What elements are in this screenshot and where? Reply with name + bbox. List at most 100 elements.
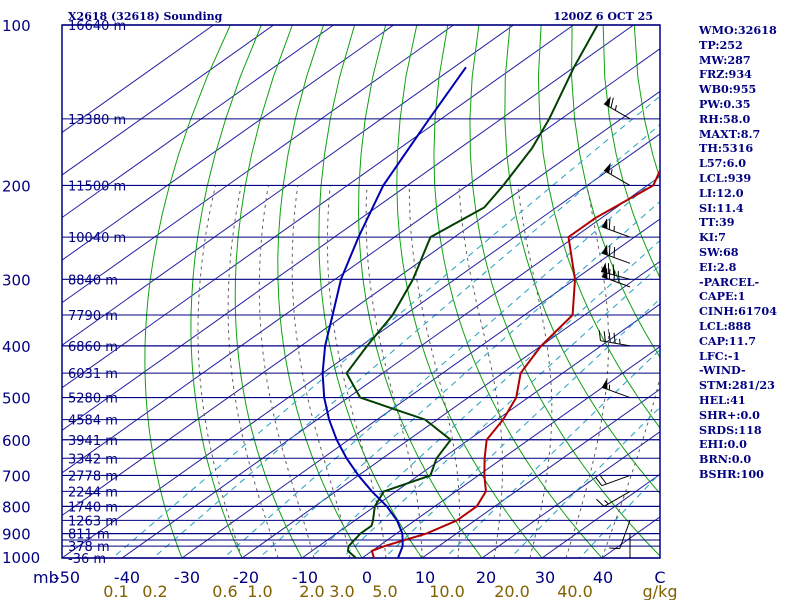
mixing-ratio-tick-label: 0.1 <box>103 582 128 600</box>
stat-item: CAPE:1 <box>699 289 746 304</box>
mixing-ratio-line <box>309 239 660 558</box>
wind-barb <box>609 520 631 550</box>
moist-adiabat <box>565 185 610 558</box>
dry-adiabat <box>433 25 603 558</box>
mixing-ratio-tick-label: 40.0 <box>557 582 593 600</box>
stat-item: LFC:-1 <box>699 348 741 363</box>
pressure-label: 600 <box>2 432 31 450</box>
isotherm-line <box>62 90 660 517</box>
height-label: 7790 m <box>68 309 118 324</box>
mixing-ratio-tick-label: 2.0 <box>299 582 324 600</box>
wind-barb <box>603 96 631 120</box>
wind-barb <box>596 490 631 507</box>
mixing-ratio-tick-label: 0.2 <box>142 582 167 600</box>
temperature-tick-label: 0 <box>362 568 372 587</box>
wind-barb <box>595 474 631 487</box>
mixing-ratio-line <box>383 298 660 558</box>
stat-item: MW:287 <box>699 52 751 67</box>
mixing-ratio-line <box>152 124 660 558</box>
temperature-tick-label: -40 <box>114 568 140 587</box>
stat-item: L57:6.0 <box>699 156 747 171</box>
isotherm-line <box>62 25 214 134</box>
stat-item: CINH:61704 <box>699 304 777 319</box>
dry-adiabat <box>537 25 660 429</box>
height-label: 16640 m <box>68 19 126 34</box>
mixing-ratio-tick-label: 20.0 <box>494 582 530 600</box>
height-label: 3941 m <box>68 434 118 449</box>
moist-adiabat <box>227 185 279 558</box>
temperature-tick-label: -30 <box>174 568 200 587</box>
height-label: 6031 m <box>68 367 118 382</box>
mixing-ratio-tick-label: 10.0 <box>429 582 465 600</box>
moist-adiabat <box>291 185 351 558</box>
pressure-label: 1000 <box>2 549 40 567</box>
mixing-ratio-line <box>444 348 660 558</box>
wind-barb <box>603 162 631 186</box>
temperature-tick-label: -50 <box>54 568 80 587</box>
dry-adiabat <box>396 25 543 558</box>
mixing-ratio-lines <box>111 95 660 558</box>
height-label: 5280 m <box>68 392 118 407</box>
temperature-tick-label: 40 <box>593 568 613 587</box>
stat-item: HEL:41 <box>699 392 746 407</box>
dewpoint-profile <box>345 25 599 558</box>
height-label: 1740 m <box>68 500 118 515</box>
isotherm-line <box>481 431 660 558</box>
sounding-time: 1200Z 6 OCT 25 <box>553 10 653 23</box>
height-label: -36 m <box>68 552 106 567</box>
stat-item: SHR+:0.0 <box>699 407 760 422</box>
isotherm-line <box>62 25 634 431</box>
height-label: 811 m <box>68 528 110 543</box>
height-label: 11500 m <box>68 179 126 194</box>
stat-item: EHI:0.0 <box>699 437 747 452</box>
stat-item: LI:12.0 <box>699 185 744 200</box>
isotherm-line <box>62 25 274 176</box>
stat-item: BRN:0.0 <box>699 452 752 467</box>
temperature-tick-label: 30 <box>535 568 555 587</box>
stat-item: -WIND- <box>699 363 746 378</box>
dry-adiabat <box>318 25 423 558</box>
parcel-profile <box>321 66 467 558</box>
mixing-ratio-tick-label: 1.0 <box>247 582 272 600</box>
isotherm-line <box>62 25 574 389</box>
isotherm-line <box>62 25 334 219</box>
dry-adiabat <box>602 25 660 279</box>
plot-border <box>61 24 661 559</box>
height-label: 378 m <box>68 540 110 555</box>
isotherm-line <box>62 133 660 558</box>
pressure-label: 400 <box>2 338 31 356</box>
height-label: 6860 m <box>68 340 118 355</box>
height-label: 2778 m <box>68 469 118 484</box>
dry-adiabat-lines <box>144 25 660 558</box>
stat-item: EI:2.8 <box>699 259 737 274</box>
pressure-label: 700 <box>2 467 31 485</box>
pressure-label: 500 <box>2 390 31 408</box>
station-title: X2618 (32618) Sounding <box>68 10 223 23</box>
mixing-ratio-tick-label: 3.0 <box>329 582 354 600</box>
wind-barbs <box>595 25 631 558</box>
stat-item: PW:0.35 <box>699 96 751 111</box>
mixing-ratio-tick-label: g/kg <box>643 582 678 600</box>
dry-adiabat <box>504 25 660 495</box>
wind-barb <box>601 378 631 399</box>
temperature-tick-label: C <box>654 568 665 587</box>
isotherm-line <box>62 25 454 304</box>
isotherm-line <box>421 388 660 558</box>
height-label: 3342 m <box>68 452 118 467</box>
wind-barb <box>598 330 631 347</box>
pressure-unit-label: mb <box>33 568 59 587</box>
mixing-ratio-line <box>111 95 660 558</box>
temperature-tick-label: 10 <box>415 568 435 587</box>
moist-adiabat <box>365 185 423 558</box>
height-label: 1263 m <box>68 514 118 529</box>
dry-adiabat <box>469 25 660 557</box>
stat-item: RH:58.0 <box>699 111 751 126</box>
moist-adiabat <box>601 375 660 558</box>
stat-item: SRDS:118 <box>699 422 762 437</box>
mixing-ratio-tick-label: 5.0 <box>372 582 397 600</box>
moist-adiabat <box>197 185 243 558</box>
stat-item: WB0:955 <box>699 82 757 97</box>
isotherm-line <box>62 25 394 261</box>
dry-adiabat <box>144 25 231 558</box>
isotherm-line <box>181 218 660 558</box>
